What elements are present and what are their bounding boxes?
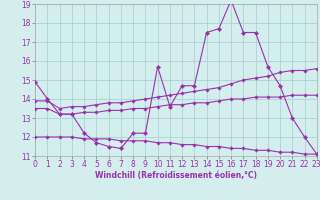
X-axis label: Windchill (Refroidissement éolien,°C): Windchill (Refroidissement éolien,°C)	[95, 171, 257, 180]
